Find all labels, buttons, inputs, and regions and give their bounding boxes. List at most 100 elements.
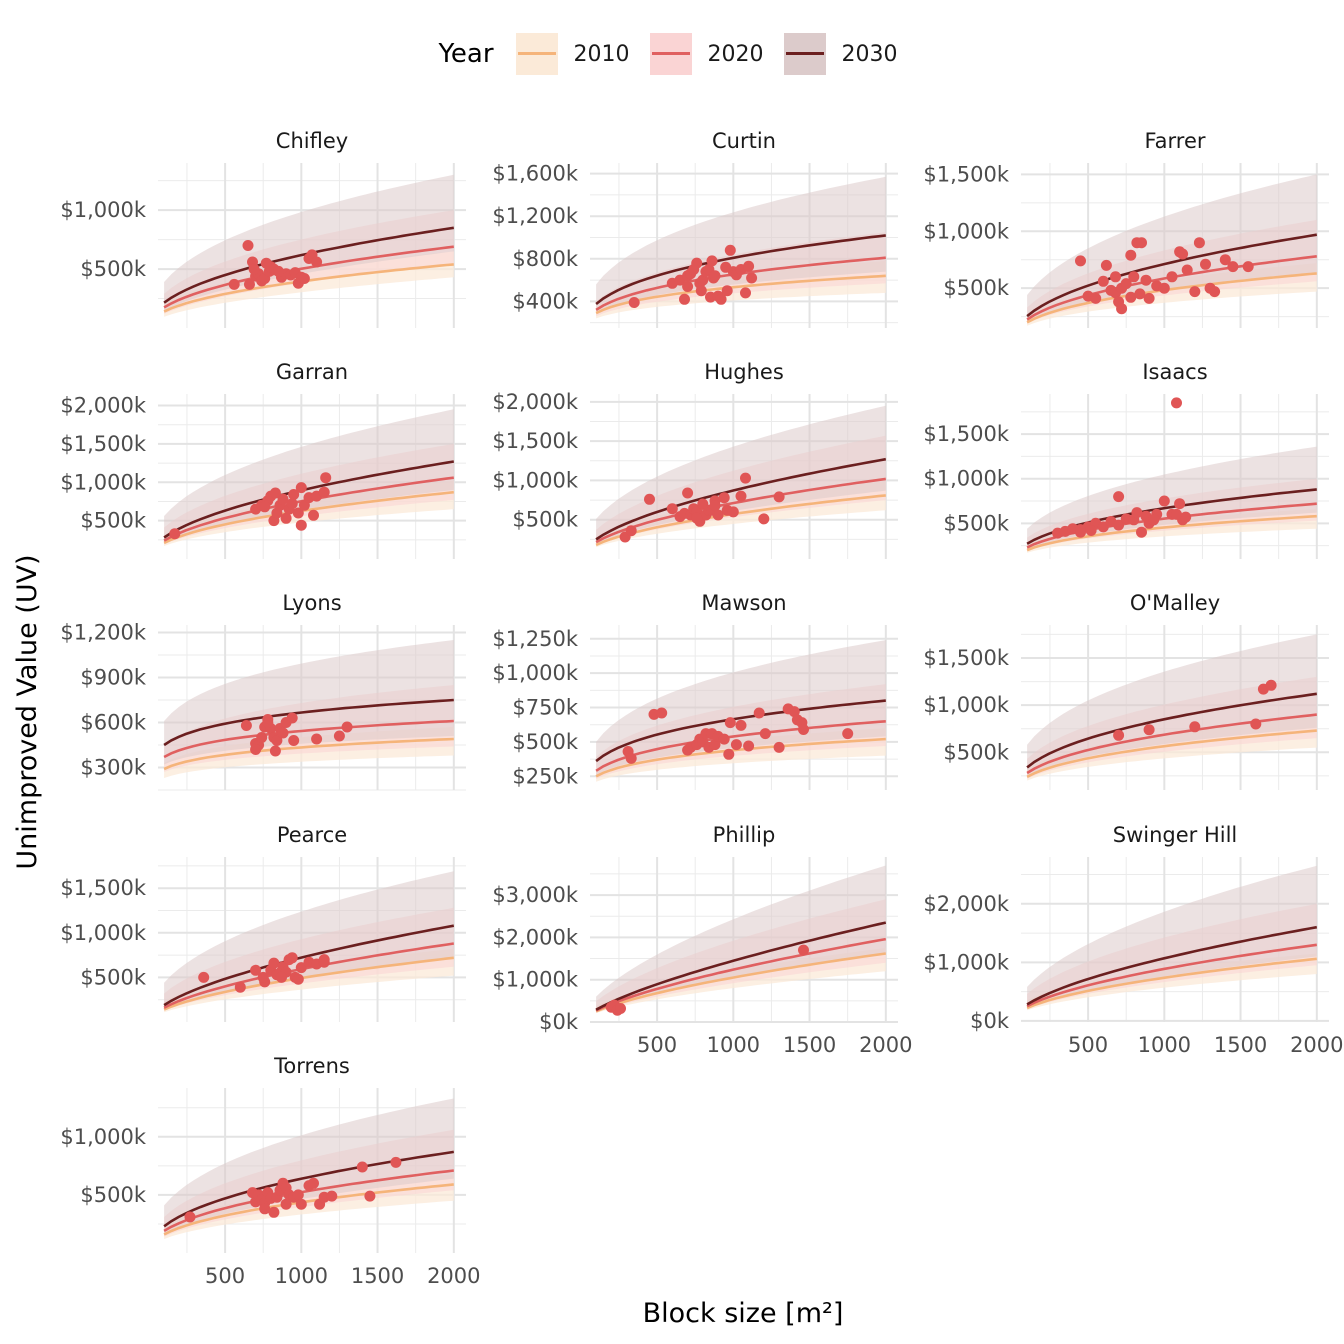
point-curtin <box>706 255 718 267</box>
panel-title-hughes: Hughes <box>704 360 784 384</box>
point-isaacs <box>1075 524 1086 536</box>
point-hughes <box>735 490 747 502</box>
point-pearce <box>198 971 210 983</box>
x-tick-label-swinger-hill: 1000 <box>1138 1033 1191 1057</box>
point-farrer <box>1136 237 1147 249</box>
point-farrer <box>1110 271 1121 283</box>
point-isaacs <box>1097 521 1109 533</box>
band-2030-hughes <box>596 405 886 545</box>
x-tick-label-torrens: 2000 <box>427 1264 480 1288</box>
point-lyons <box>333 730 345 742</box>
line-2020-hughes <box>595 477 886 544</box>
point-mawson <box>773 741 785 753</box>
point-isaacs <box>1113 519 1125 531</box>
x-tick-label-torrens: 1000 <box>275 1264 328 1288</box>
point-isaacs <box>1158 495 1170 507</box>
point-hughes <box>682 487 694 499</box>
point-lyons <box>341 721 353 733</box>
point-lyons <box>250 744 262 755</box>
point-torrens <box>259 1203 271 1215</box>
y-tick-label-garran: $1,500k <box>60 432 146 456</box>
point-garran <box>280 512 292 524</box>
point-chifley <box>228 278 240 290</box>
y-tick-label-o-malley: $1,500k <box>923 646 1009 670</box>
x-axis-title: Block size [m²] <box>643 1298 844 1329</box>
point-garran <box>295 482 307 494</box>
point-torrens <box>356 1161 368 1173</box>
point-garran <box>295 519 307 531</box>
point-torrens <box>184 1211 196 1223</box>
point-curtin <box>697 274 709 286</box>
y-tick-label-farrer: $500k <box>943 276 1009 300</box>
band-2030-curtin <box>596 176 886 314</box>
y-tick-label-phillip: $3,000k <box>492 883 578 907</box>
line-2010-hughes <box>595 494 886 547</box>
panel-torrens: Torrens $500k $1,000k 500 1000 1500 2000 <box>60 1054 480 1288</box>
point-hughes <box>727 506 739 518</box>
y-tick-label-garran: $1,000k <box>60 470 146 494</box>
point-torrens <box>295 1198 307 1210</box>
line-2020-phillip <box>595 937 887 1012</box>
y-tick-label-lyons: $900k <box>80 666 146 690</box>
legend: Year 2010 2020 2030 <box>0 26 1344 82</box>
point-hughes <box>718 492 730 504</box>
y-tick-label-pearce: $1,000k <box>60 921 146 945</box>
point-garran <box>269 487 281 499</box>
point-mawson <box>842 728 854 740</box>
point-mawson <box>753 707 765 719</box>
line-2020-swinger-hill <box>1026 943 1317 1008</box>
band-2030-o-malley <box>1027 634 1317 776</box>
point-curtin <box>628 297 640 308</box>
point-pearce <box>292 973 304 985</box>
point-curtin <box>691 257 703 269</box>
y-tick-label-isaacs: $500k <box>943 511 1009 535</box>
line-2010-farrer <box>1026 272 1317 324</box>
panel-title-curtin: Curtin <box>712 129 776 153</box>
point-hughes <box>773 491 785 503</box>
panel-farrer: Farrer $500k $1,000k $1,500k <box>923 129 1329 328</box>
point-mawson <box>735 719 747 731</box>
panel-hughes: Hughes $500k $1,000k $1,500k $2,000k <box>492 360 898 559</box>
point-curtin <box>740 287 751 299</box>
legend-item-2010: 2010 <box>515 33 630 75</box>
point-mawson <box>656 707 668 719</box>
point-garran <box>259 501 271 513</box>
panel-title-isaacs: Isaacs <box>1142 360 1207 384</box>
point-lyons <box>277 727 289 739</box>
line-2010-curtin <box>595 274 886 315</box>
panel-curtin: Curtin $400k $800k $1,200k $1,600k <box>492 129 898 328</box>
line-2010-o-malley <box>1026 729 1317 778</box>
point-o-malley <box>1250 718 1262 730</box>
y-tick-label-o-malley: $1,000k <box>923 693 1009 717</box>
point-mawson <box>730 739 742 751</box>
x-tick-label-swinger-hill: 2000 <box>1290 1033 1343 1057</box>
point-pearce <box>318 954 330 966</box>
point-isaacs <box>1180 511 1192 523</box>
y-tick-label-pearce: $1,500k <box>60 876 146 900</box>
point-mawson <box>743 740 755 752</box>
point-mawson <box>723 748 735 760</box>
y-tick-label-farrer: $1,000k <box>923 219 1009 243</box>
point-garran <box>286 498 298 510</box>
point-pearce <box>257 971 269 983</box>
panel-pearce: Pearce $500k $1,000k $1,500k <box>60 823 466 1022</box>
point-farrer <box>1090 292 1102 304</box>
point-isaacs <box>1113 491 1125 503</box>
x-tick-label-phillip: 1000 <box>707 1033 760 1057</box>
line-2030-lyons <box>163 698 454 747</box>
band-2030-lyons <box>164 640 454 765</box>
panel-title-torrens: Torrens <box>273 1054 350 1078</box>
y-tick-label-mawson: $250k <box>512 764 578 788</box>
point-o-malley <box>1113 729 1125 741</box>
point-lyons <box>286 712 298 724</box>
y-tick-label-phillip: $0k <box>539 1010 579 1034</box>
point-curtin <box>721 285 733 297</box>
point-curtin <box>709 270 721 282</box>
point-farrer <box>1100 259 1112 271</box>
y-tick-label-mawson: $1,000k <box>492 661 578 685</box>
line-2030-torrens <box>163 1150 454 1228</box>
point-chifley <box>260 257 272 269</box>
point-farrer <box>1166 271 1178 283</box>
point-isaacs <box>1174 498 1186 510</box>
y-tick-label-swinger-hill: $1,000k <box>923 950 1009 974</box>
